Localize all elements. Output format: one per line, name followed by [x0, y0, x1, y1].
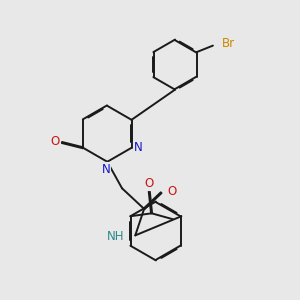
Text: O: O	[168, 185, 177, 198]
Text: Br: Br	[222, 37, 236, 50]
Text: O: O	[145, 177, 154, 190]
Text: O: O	[51, 134, 60, 148]
Text: NH: NH	[106, 230, 124, 243]
Text: N: N	[134, 141, 142, 154]
Text: N: N	[101, 163, 110, 176]
